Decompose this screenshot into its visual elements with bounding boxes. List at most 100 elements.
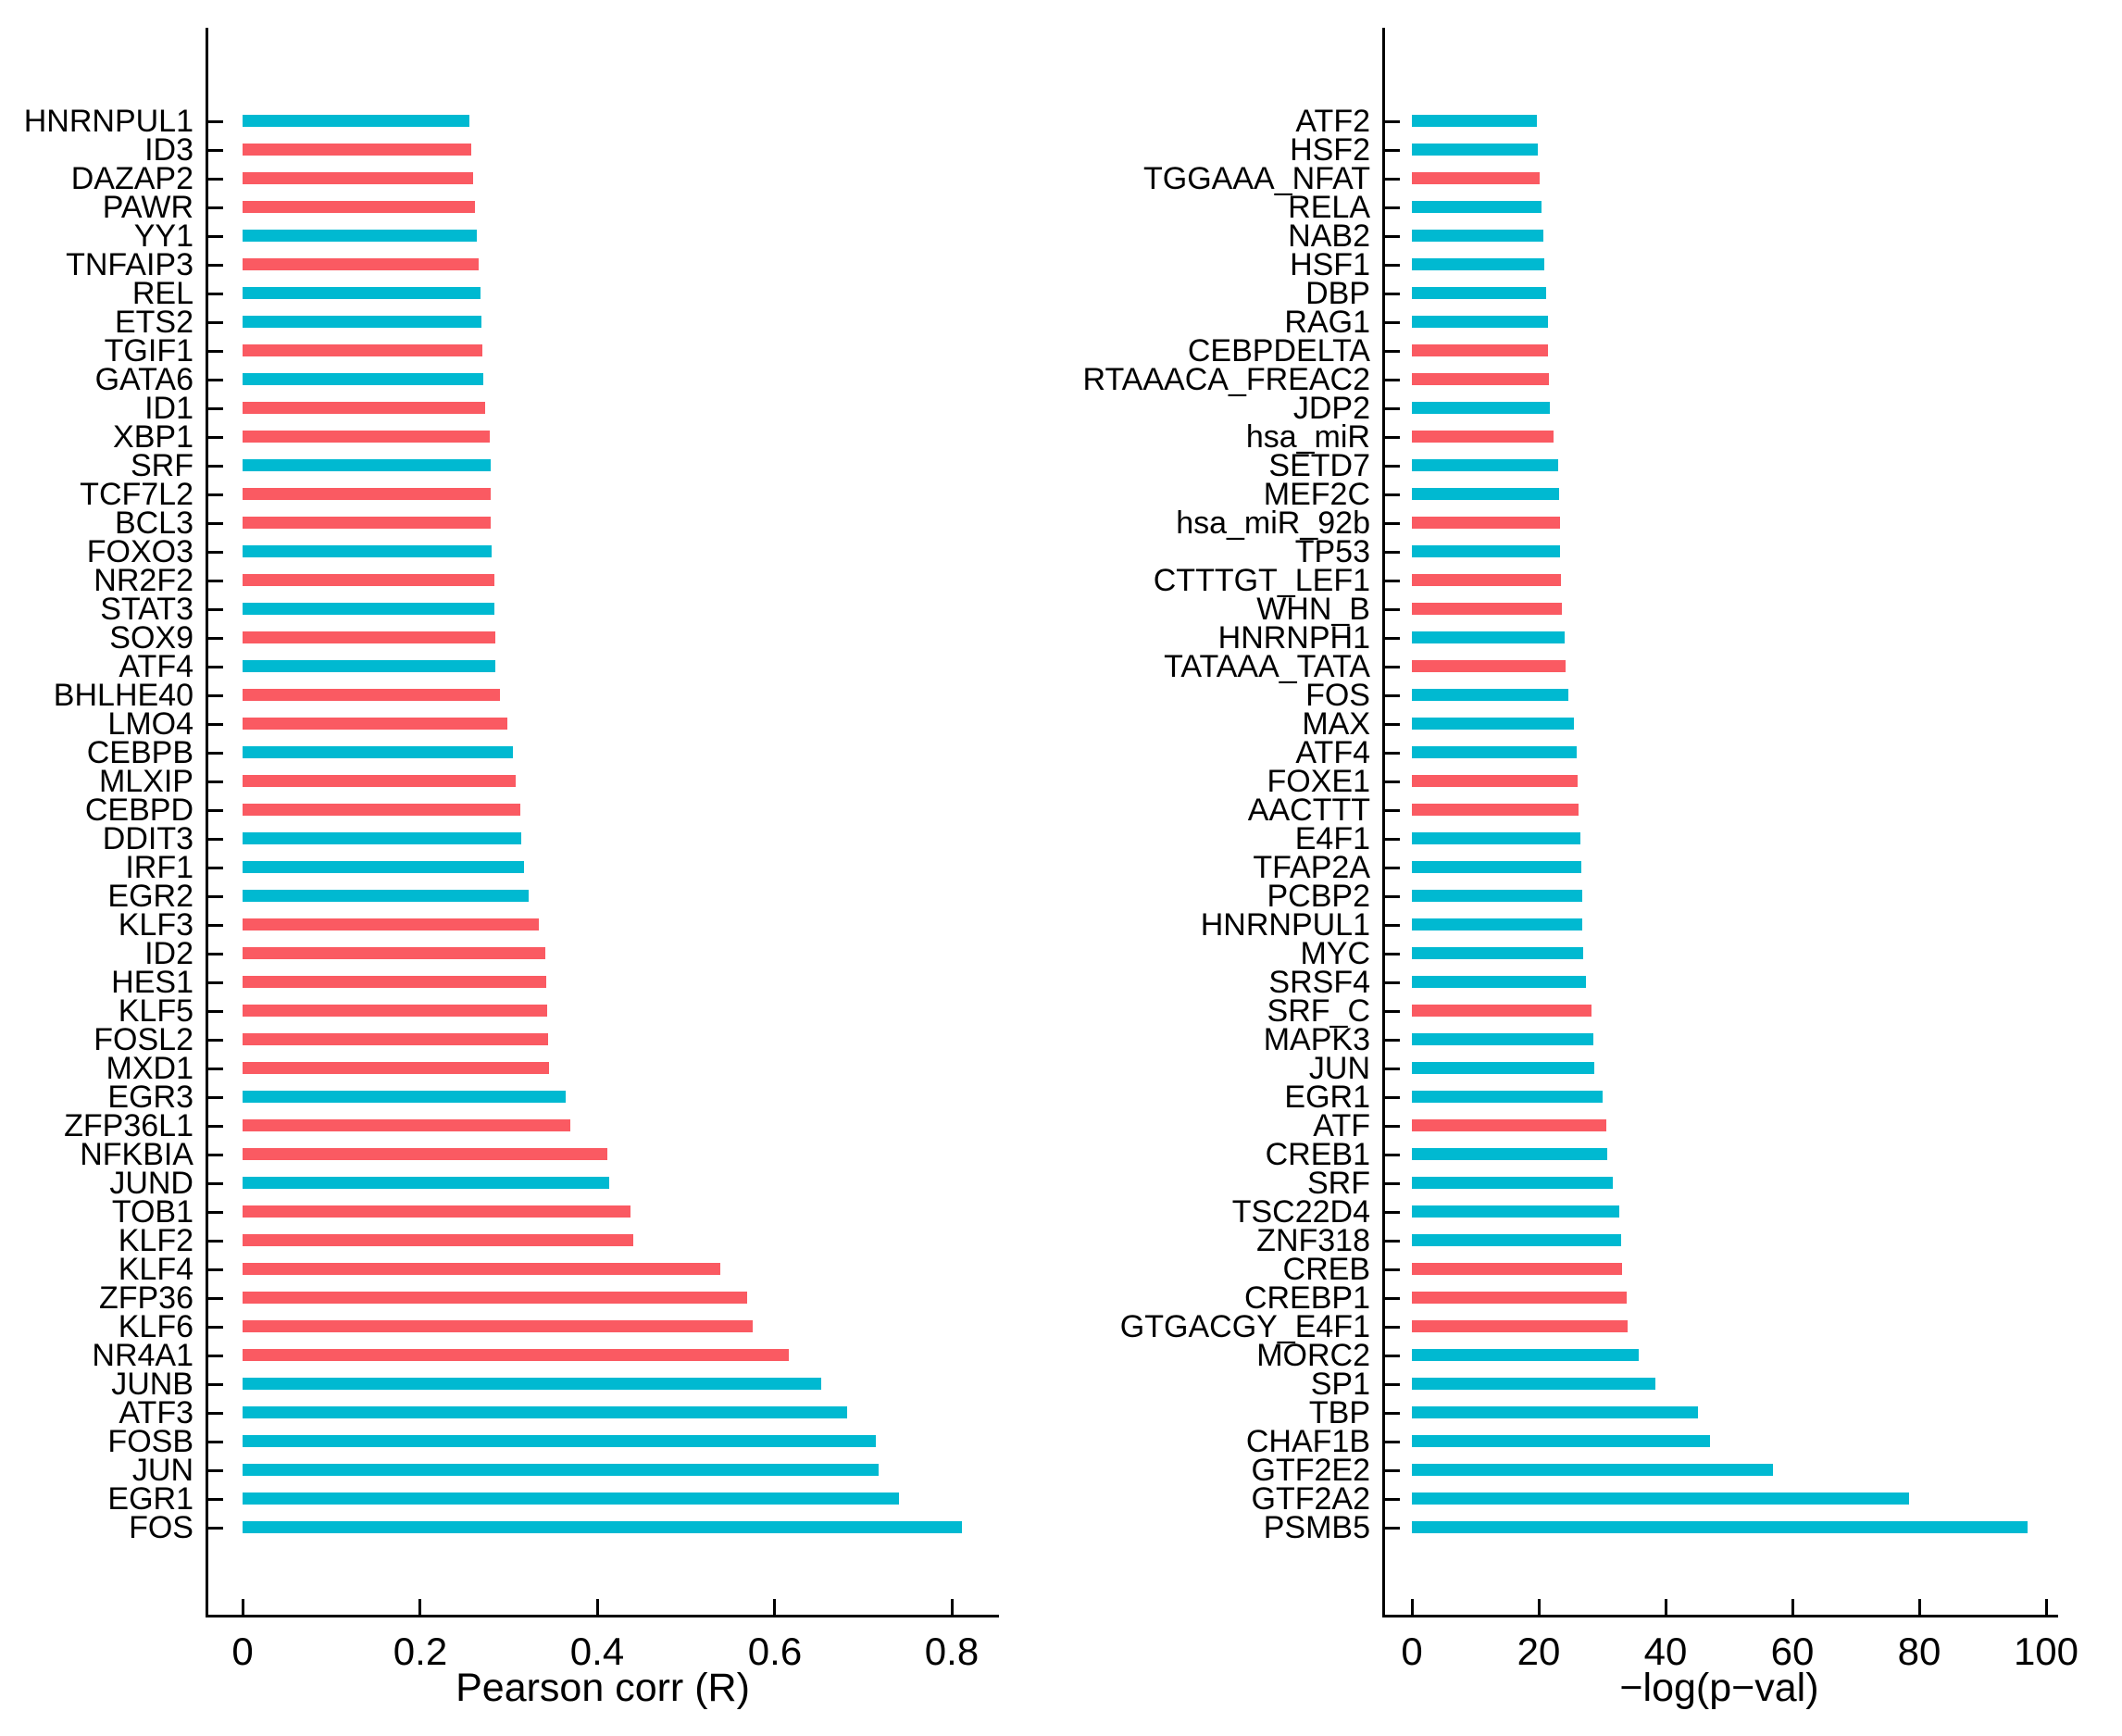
y-tick [1383,436,1400,439]
y-tick-label: SETD7 [1268,448,1370,483]
bar-FOS [1412,689,1568,701]
y-tick-label: JDP2 [1292,391,1370,426]
y-tick-label: CREB [1282,1252,1370,1287]
y-tick-label: ZFP36L1 [64,1108,193,1143]
bar-NR4A1 [243,1349,789,1361]
y-tick-label: RTAAACA_FREAC2 [1082,362,1371,397]
y-tick [206,1240,223,1243]
y-tick-label: hsa_miR [1245,419,1370,455]
y-tick-label: FOS [129,1510,193,1545]
y-tick [206,178,223,181]
bar-ATF3 [243,1406,847,1418]
bar-MAPK3 [1412,1033,1593,1045]
bar-DBP [1412,287,1546,299]
y-tick-label: CTTTGT_LEF1 [1153,563,1370,598]
y-tick [206,206,223,209]
y-tick-label: CHAF1B [1245,1424,1370,1459]
y-tick-label: TGGAAA_NFAT [1143,161,1370,196]
y-tick-label: DDIT3 [102,821,193,856]
bar-CREB [1412,1263,1622,1275]
y-tick-label: CEBPD [84,793,193,828]
y-tick [206,350,223,353]
y-tick-label: BCL3 [114,506,193,541]
bar-NFKBIA [243,1148,607,1160]
y-tick [206,1469,223,1472]
bar-CREB1 [1412,1148,1607,1160]
bar-TSC22D4 [1412,1205,1619,1218]
y-tick [206,235,223,238]
y-tick-label: WHN_B [1256,592,1370,627]
bar-RELA [1412,201,1542,213]
x-tick-label: 0 [231,1630,254,1673]
bar-ZNF318 [1412,1234,1621,1246]
x-axis-title-logpval: −log(p−val) [1619,1666,1819,1710]
y-tick-label: TCF7L2 [80,477,193,512]
bar-BHLHE40 [243,689,500,701]
bar-NR2F2 [243,574,494,586]
y-tick [1383,723,1400,726]
y-tick-label: TSC22D4 [1231,1194,1370,1230]
bar-MEF2C [1412,488,1559,500]
bar-EGR1 [243,1492,899,1505]
y-tick-label: XBP1 [113,419,193,455]
y-tick-label: ID1 [144,391,193,426]
y-tick-label: SRF [131,448,193,483]
bar-HES1 [243,976,546,988]
bar-HNRNPUL1 [1412,918,1582,930]
y-tick [1383,235,1400,238]
y-tick [206,580,223,582]
y-tick [1383,1527,1400,1530]
y-tick [206,953,223,955]
bar-ATF4 [243,660,495,672]
bar-XBP1 [243,431,490,443]
y-tick-label: JUNB [111,1367,193,1402]
y-tick [206,1182,223,1185]
x-tick-label: 0.4 [569,1630,625,1673]
y-tick-label: GTGACGY_E4F1 [1119,1309,1370,1344]
y-tick [206,809,223,812]
bar-ATF2 [1412,115,1537,127]
y-tick-label: CREBP1 [1243,1280,1370,1316]
y-tick [206,1412,223,1415]
bar-GTF2A2 [1412,1492,1909,1505]
x-axis-title-pearson: Pearson corr (R) [456,1666,750,1710]
y-tick [206,1211,223,1214]
y-tick [1383,350,1400,353]
y-tick-label: YY1 [133,219,193,254]
bar-MLXIP [243,775,516,787]
x-tick [418,1599,421,1616]
bar-CEBPD [243,804,520,816]
y-tick [1383,1297,1400,1300]
bar-GATA6 [243,373,483,385]
y-tick [1383,1412,1400,1415]
bar-TOB1 [243,1205,630,1218]
bar-hsa_miR [1412,431,1554,443]
y-tick-label: KLF4 [118,1252,193,1287]
y-tick-label: GTF2A2 [1251,1481,1370,1517]
x-tick-label: 0 [1401,1630,1423,1673]
bar-SRF [243,459,491,471]
y-tick-label: MAPK3 [1263,1022,1370,1057]
bar-HSF1 [1412,258,1544,270]
bar-CREBP1 [1412,1292,1627,1304]
y-tick-label: SP1 [1310,1367,1370,1402]
y-tick-label: PCBP2 [1267,879,1371,914]
bar-JUND [243,1177,609,1189]
bar-TP53 [1412,545,1560,557]
x-tick [1918,1599,1921,1616]
y-tick [206,1326,223,1329]
y-tick [1383,953,1400,955]
y-tick-label: NR2F2 [94,563,193,598]
y-tick [206,694,223,697]
bar-TNFAIP3 [243,258,479,270]
y-tick-label: ATF [1313,1108,1370,1143]
bar-ID1 [243,402,485,414]
bar-ID3 [243,144,471,156]
y-tick-label: MEF2C [1263,477,1370,512]
y-tick [206,1527,223,1530]
y-tick-label: SRF_C [1267,993,1370,1029]
bar-FOXE1 [1412,775,1578,787]
y-tick-label: TGIF1 [104,333,193,368]
bar-JDP2 [1412,402,1550,414]
y-tick [206,1010,223,1013]
